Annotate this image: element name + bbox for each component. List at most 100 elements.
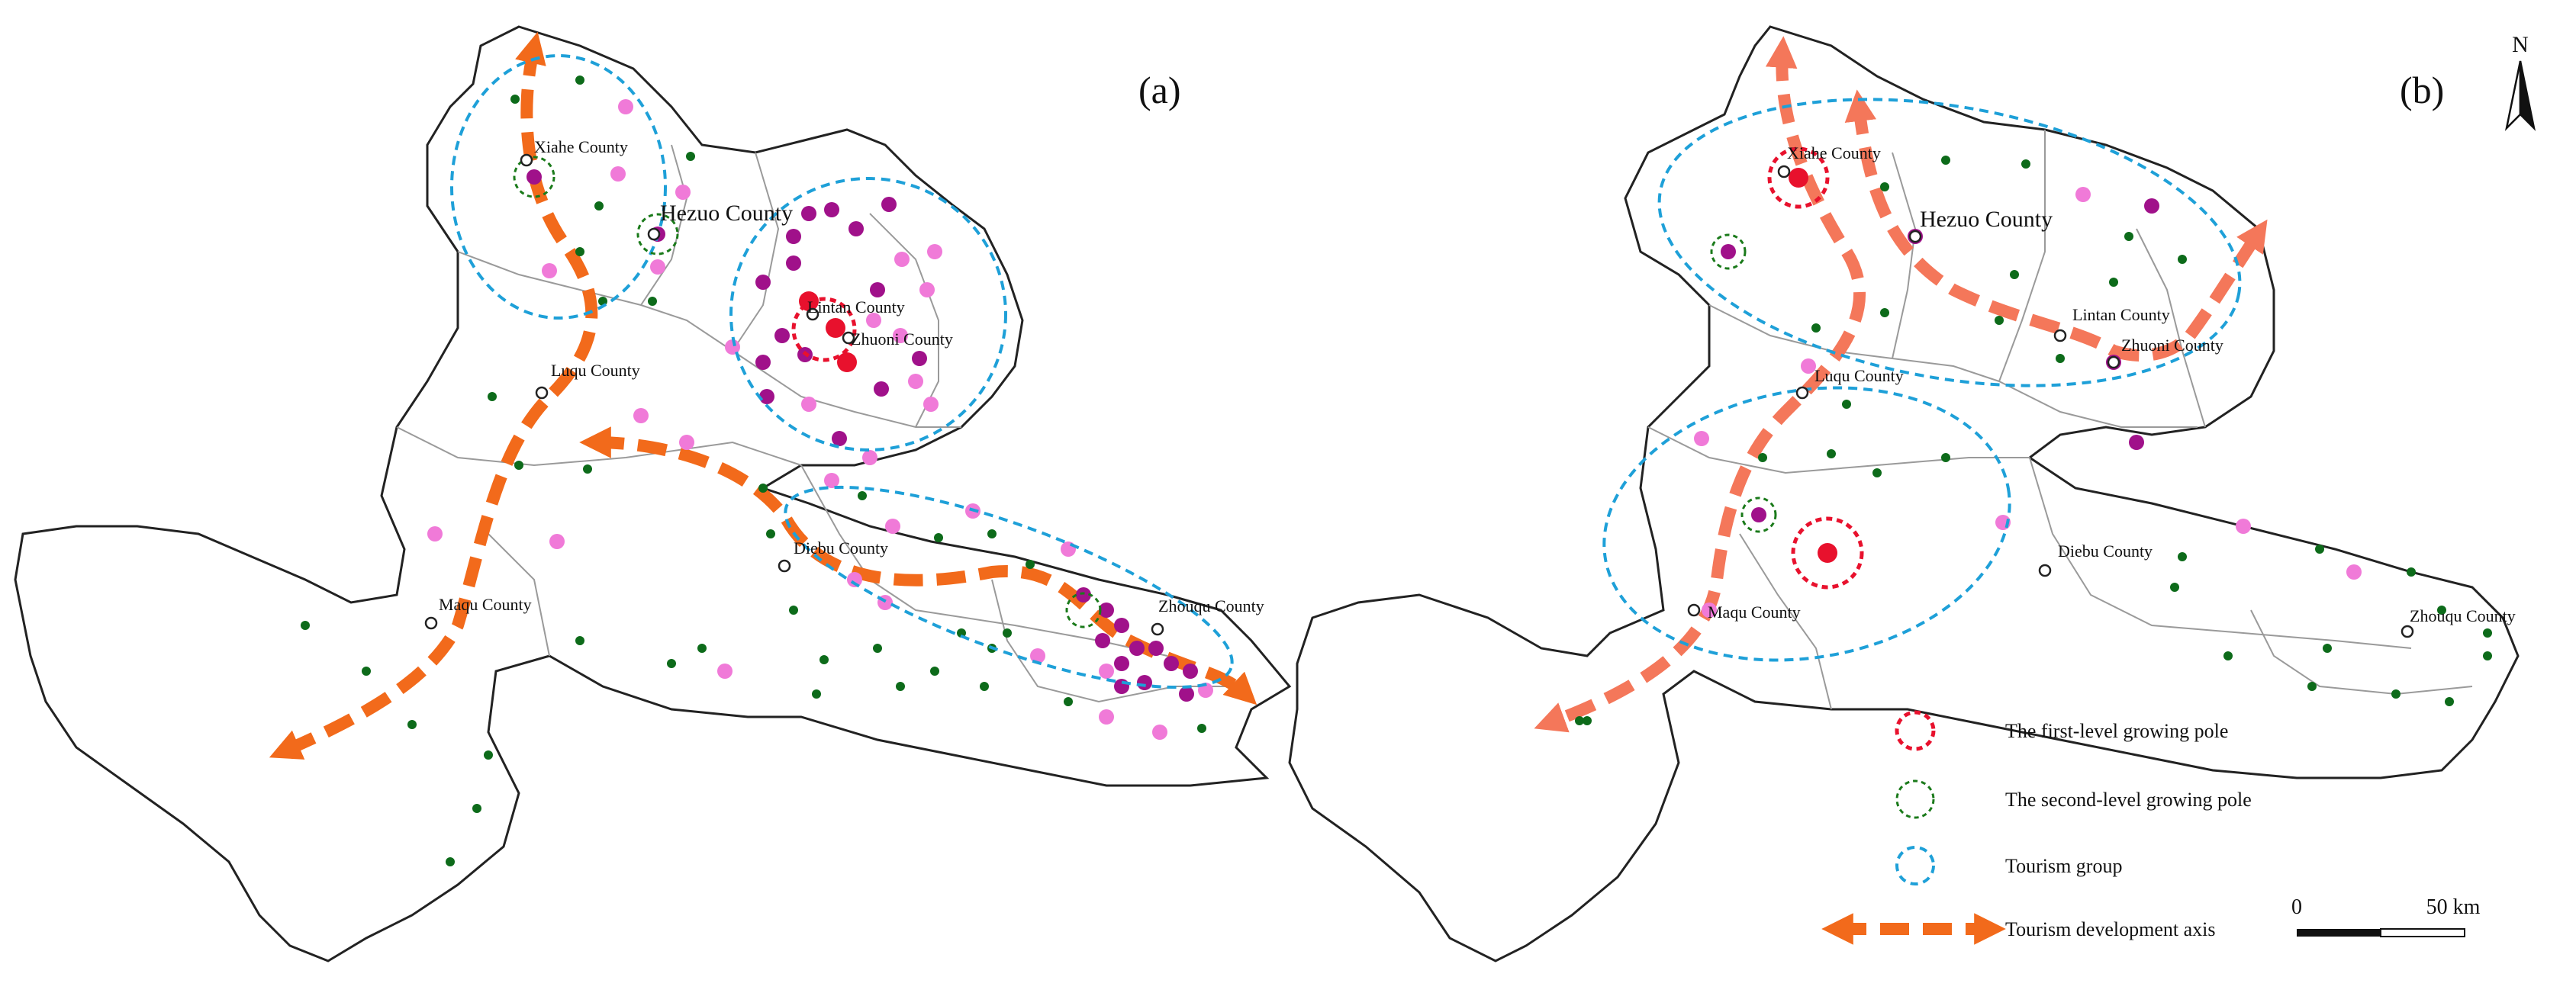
scenic-point (1818, 543, 1837, 563)
scenic-point (1183, 664, 1198, 679)
scenic-point (2178, 552, 2187, 561)
tourism-groups-b (1602, 98, 2242, 662)
scenic-point (1030, 648, 1045, 664)
region-outline (1288, 25, 2520, 962)
scenic-point (1137, 675, 1152, 690)
tourism-groups-a (450, 54, 1234, 689)
scenic-point (1099, 709, 1114, 725)
region-outline (14, 25, 1292, 962)
legend-second-level-icon (1895, 779, 1935, 819)
scenic-point (2223, 651, 2233, 660)
first-level-pole-ring (1791, 516, 1864, 590)
first-level-poles-b (1767, 146, 1864, 590)
county-label-zhouqu: Zhouqu County (1158, 596, 1264, 615)
scenic-point (987, 529, 997, 538)
scenic-point (526, 169, 542, 185)
scenic-point (847, 572, 862, 587)
scenic-point (885, 519, 900, 534)
scenic-point (758, 484, 768, 493)
scenic-point (484, 750, 493, 760)
legend-first-level-label: The first-level growing pole (2005, 720, 2228, 742)
second-level-pole-ring (636, 213, 679, 255)
scenic-point (789, 606, 798, 615)
scenic-point (1751, 507, 1766, 522)
county-label-lintan: Lintan County (2072, 305, 2170, 324)
scenic-point (575, 247, 584, 256)
scenic-point (1129, 641, 1145, 656)
scenic-point (667, 659, 676, 668)
scenic-point (650, 259, 665, 275)
panel-a: Xiahe County Hezuo County Lintan County … (14, 25, 1292, 962)
scenic-point (774, 328, 790, 343)
county-label-hezuo: Hezuo County (1920, 207, 2053, 232)
scenic-point (2307, 682, 2317, 691)
scenic-point (594, 201, 604, 210)
scenic-point (1758, 453, 1767, 462)
legend-second-level-label: The second-level growing pole (2005, 789, 2252, 811)
legend-tourism-group-label: Tourism group (2005, 855, 2122, 877)
dev-axis-arrow (1844, 89, 2268, 362)
scenic-point (896, 682, 905, 691)
county-seats-a (424, 153, 1164, 636)
scenic-point (912, 351, 927, 366)
first-level-pole-ring (791, 297, 857, 362)
panel-label-a: (a) (1138, 69, 1181, 111)
county-label-zhuoni: Zhuoni County (2121, 336, 2223, 355)
first-level-pole-ring (1767, 146, 1830, 209)
scenic-point (2407, 567, 2416, 577)
dev-axis-arrow (579, 426, 1257, 705)
county-label-hezuo: Hezuo County (660, 201, 793, 226)
scenic-point (510, 95, 520, 104)
county-label-xiahe: Xiahe County (534, 137, 628, 156)
scenic-point (542, 263, 557, 278)
scenic-point (446, 857, 455, 866)
scenic-point (1026, 560, 1035, 569)
second-level-poles-a (513, 156, 1102, 628)
scenic-point (2315, 545, 2324, 554)
scenic-point (819, 655, 829, 664)
scenic-point (472, 804, 481, 813)
second-level-pole-ring (1740, 496, 1777, 533)
scenic-point (686, 152, 695, 161)
county-seat-icon (424, 616, 438, 630)
dev-axis-arrows (1534, 36, 2268, 733)
scenic-point (1789, 168, 1808, 188)
scenic-point (1114, 679, 1129, 694)
scenic-point (874, 381, 889, 397)
county-seat-icon (2038, 564, 2052, 577)
scenic-point (618, 99, 633, 114)
scenic-point (1702, 603, 1717, 618)
scenic-point (858, 491, 867, 500)
panel-label-b: (b) (2400, 69, 2444, 111)
scenic-point (362, 667, 371, 676)
county-seat-icon (778, 559, 791, 573)
county-label-zhuoni: Zhuoni County (851, 329, 953, 349)
county-label-diebu: Diebu County (794, 538, 888, 558)
county-seat-icon (520, 153, 533, 167)
scenic-point (801, 397, 816, 412)
county-label-xiahe: Xiahe County (1787, 143, 1881, 162)
county-label-lintan: Lintan County (807, 297, 905, 317)
county-labels-b: Xiahe County Hezuo County Lintan County … (1708, 143, 2516, 625)
scenic-point (1003, 628, 1012, 638)
scenic-point (1179, 686, 1194, 702)
legend-tourism-group-icon (1895, 846, 1935, 885)
scenic-point (1148, 641, 1164, 656)
county-label-luqu: Luqu County (1814, 366, 1904, 385)
scenic-point (549, 534, 565, 549)
north-arrow: N (2504, 32, 2536, 131)
dev-axis-arrow (1534, 36, 1866, 733)
second-level-pole-ring (1065, 592, 1102, 628)
scenic-point (583, 464, 592, 474)
scale-bar-dark (2297, 929, 2381, 937)
scale-start-label: 0 (2291, 895, 2302, 919)
scenic-point (812, 689, 821, 699)
scenic-point (2236, 519, 2251, 534)
scenic-point (679, 435, 694, 450)
scenic-point (873, 644, 882, 653)
second-level-pole-ring (1710, 233, 1747, 270)
legend-dev-axis-label: Tourism development axis (2005, 918, 2215, 940)
scenic-point (755, 275, 771, 290)
county-seats-b (1687, 165, 2414, 638)
